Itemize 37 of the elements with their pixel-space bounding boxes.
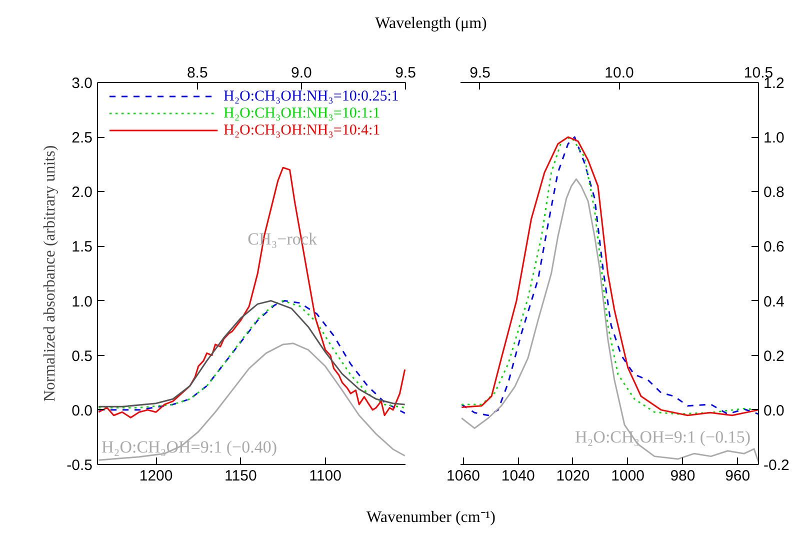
x2-tick-label: 10.0 bbox=[604, 64, 634, 82]
y-tick-label: 3.0 bbox=[72, 75, 93, 92]
x-tick-label: 980 bbox=[670, 468, 696, 484]
y-tick-label: 1.0 bbox=[72, 293, 93, 310]
x-tick-label: 1150 bbox=[224, 468, 257, 484]
y2-tick-label: 0.8 bbox=[764, 184, 784, 202]
x-tick-label: 960 bbox=[725, 468, 750, 484]
y2-tick-label: 1.0 bbox=[764, 130, 784, 147]
y-tick-label: 0.5 bbox=[72, 348, 93, 365]
y2-tick-label: 0.0 bbox=[764, 402, 784, 420]
text: H₂O:CH₃OH:NH₃=10:0.25:1 bbox=[224, 88, 399, 104]
x2-tick-label: 9.0 bbox=[291, 64, 312, 82]
text: H₂O:CH₃OH:NH₃=10:4:1 bbox=[224, 122, 380, 138]
y-tick-label: -0.5 bbox=[66, 457, 93, 474]
line-series bbox=[98, 166, 406, 418]
x-tick-label: 1040 bbox=[501, 468, 535, 484]
x-axis-title: Wavenumber (cm⁻¹) bbox=[366, 508, 496, 528]
y-tick-label: 0.0 bbox=[72, 402, 93, 420]
y-tick-label: 1.5 bbox=[72, 238, 93, 256]
x-tick-label: 1100 bbox=[309, 468, 342, 484]
y2-tick-label: -0.2 bbox=[764, 457, 790, 474]
x2-tick-label: 8.5 bbox=[186, 64, 208, 82]
y-tick-label: 2.5 bbox=[72, 130, 93, 147]
x-tick-label: 1060 bbox=[446, 468, 480, 484]
x2-tick-label: 9.5 bbox=[395, 64, 416, 82]
y2-tick-label: 0.6 bbox=[764, 238, 784, 256]
x2-axis-title: Wavelength (μm) bbox=[375, 14, 487, 34]
x-tick-label: 1200 bbox=[139, 468, 173, 484]
x2-tick-label: 9.5 bbox=[470, 64, 490, 82]
x-tick-label: 1000 bbox=[611, 468, 645, 484]
text: H₂O:CH₃OH:NH₃=10:1:1 bbox=[224, 106, 380, 122]
y2-tick-label: 0.4 bbox=[764, 293, 784, 310]
y-axis-title: Normalized absorbance (arbitrary units) bbox=[42, 145, 59, 402]
x-tick-label: 1020 bbox=[556, 468, 590, 484]
line-series bbox=[98, 342, 406, 461]
y2-tick-label: 0.2 bbox=[764, 348, 784, 365]
y-tick-label: 2.0 bbox=[72, 184, 93, 202]
